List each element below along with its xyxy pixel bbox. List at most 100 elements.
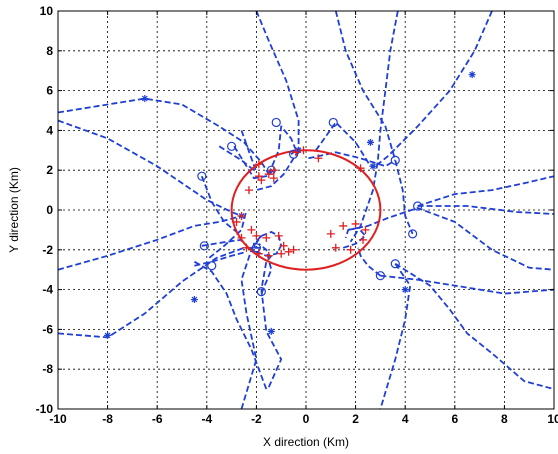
y-axis-label: Y direction (Km) (7, 167, 21, 253)
trajectory-line (233, 145, 275, 180)
plus-marker (279, 241, 288, 250)
start-circle-marker (197, 171, 207, 181)
plus-marker (274, 231, 283, 240)
trajectory-line (315, 121, 372, 167)
plus-marker (351, 219, 360, 228)
x-tick-label: -2 (251, 412, 262, 426)
x-tick-label: 2 (352, 412, 359, 426)
start-circle-marker (207, 261, 217, 271)
plus-marker (242, 243, 251, 252)
trajectory-line (349, 10, 399, 243)
start-circle-marker (271, 117, 281, 128)
plus-marker (264, 170, 273, 179)
trajectory-line (255, 10, 300, 151)
star-marker (468, 71, 476, 79)
x-tick-label: -4 (201, 412, 212, 426)
x-tick-label: 8 (501, 412, 508, 426)
trajectory-line (57, 119, 242, 217)
start-circle-marker (390, 259, 400, 269)
start-circle-marker (413, 201, 423, 211)
plus-marker (269, 174, 278, 183)
trajectory-line (308, 151, 396, 168)
plus-marker (254, 160, 263, 169)
plus-marker (361, 225, 370, 234)
plus-marker (326, 229, 335, 238)
ticks: -10 -8 -6 -4 -2 0 2 4 6 8 10 10 8 6 4 2 0 -2 -4 -6 -8 -10 (36, 4, 558, 426)
trajectory-line (417, 205, 555, 215)
trajectory-line (394, 262, 555, 390)
start-circle-marker (328, 117, 338, 128)
y-tick-label: 8 (46, 44, 53, 58)
star-marker (366, 138, 374, 146)
x-tick-label: 0 (303, 412, 310, 426)
x-tick-label: -6 (152, 412, 163, 426)
plus-marker (356, 164, 365, 173)
y-tick-label: 6 (46, 84, 53, 98)
y-tick-label: -8 (42, 362, 53, 376)
start-circle-marker (251, 243, 261, 253)
trajectory-line (57, 97, 270, 175)
start-circle-marker (375, 271, 385, 281)
trajectory-line (374, 10, 493, 167)
trajectory-line (380, 274, 555, 295)
trajectory-line (417, 175, 555, 207)
plus-marker (331, 243, 340, 252)
trajectory-line (208, 209, 248, 259)
star-marker (401, 286, 409, 294)
y-tick-label: 2 (46, 163, 53, 177)
star-marker (295, 146, 303, 154)
trajectory-line (240, 235, 263, 410)
star-marker (267, 327, 275, 335)
trajectory-line (394, 160, 414, 235)
star-marker (141, 95, 149, 103)
plus-marker (237, 211, 246, 220)
y-tick-label: -10 (36, 402, 54, 416)
plus-marker (232, 217, 241, 226)
y-tick-label: 10 (40, 4, 54, 18)
plus-marker (264, 251, 273, 260)
start-circle-marker (289, 149, 299, 159)
y-tick-label: 4 (46, 123, 53, 137)
x-tick-label: -8 (102, 412, 113, 426)
plus-marker (254, 172, 263, 181)
star-marker (190, 296, 198, 304)
start-circle-marker (199, 241, 209, 251)
plus-marker (269, 166, 278, 175)
trajectory-line (194, 250, 247, 267)
trajectory-line (200, 175, 238, 233)
trajectory-line (252, 230, 283, 257)
plus-marker (244, 186, 253, 195)
plus-marker (346, 245, 355, 254)
plus-marker (254, 249, 263, 258)
x-tick-label: 4 (402, 412, 409, 426)
y-tick-label: -4 (42, 283, 53, 297)
plus-marker (252, 231, 261, 240)
star-marker (104, 331, 112, 339)
plus-marker (277, 249, 286, 258)
start-circle-marker (390, 155, 400, 165)
grid (58, 11, 554, 409)
plus-marker (247, 225, 256, 234)
x-axis-label: X direction (Km) (263, 435, 349, 449)
trajectory-line (256, 149, 300, 191)
plus-marker (359, 235, 368, 244)
plus-marker (284, 247, 293, 256)
plus-marker (314, 154, 323, 163)
trajectory-line (379, 263, 412, 410)
markers (104, 71, 476, 339)
start-circle-marker (256, 286, 266, 297)
trajectory-line (260, 255, 283, 388)
start-circle-marker (227, 141, 237, 151)
trajectory-line (342, 226, 367, 249)
trajectory-line (348, 207, 555, 271)
trajectory-line (334, 10, 397, 161)
plus-marker (292, 148, 301, 157)
plus-marker (237, 233, 246, 242)
star-marker (369, 162, 377, 170)
plus-marker (262, 233, 271, 242)
x-tick-label: 10 (547, 412, 558, 426)
x-tick-label: -10 (49, 412, 67, 426)
start-circle-marker (408, 229, 418, 239)
y-tick-label: -2 (42, 243, 53, 257)
